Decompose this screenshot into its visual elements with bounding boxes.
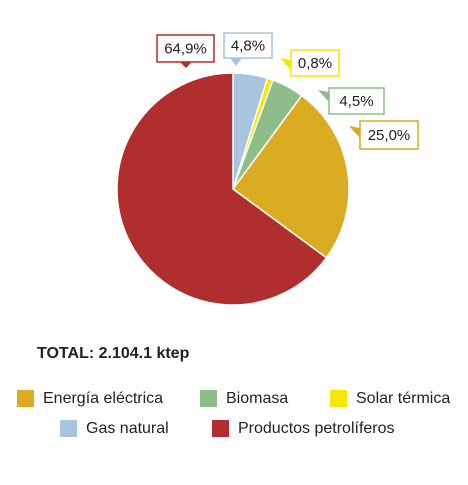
value-label: 25,0% — [368, 127, 411, 144]
pie-slice — [116, 72, 328, 306]
legend-label: Gas natural — [86, 420, 169, 437]
label-box — [156, 34, 215, 63]
label-pointer — [230, 58, 242, 66]
label-pointer — [280, 58, 291, 70]
legend-label: Biomasa — [226, 390, 288, 407]
value-label: 64,9% — [164, 40, 207, 57]
label-pointer — [180, 62, 192, 68]
label-box — [359, 120, 419, 150]
label-pointer — [349, 126, 360, 138]
pie-slice — [231, 94, 350, 259]
label-box — [328, 87, 385, 115]
legend-label: Solar térmica — [356, 390, 450, 407]
value-label: 4,5% — [339, 93, 373, 110]
label-pointer — [318, 90, 329, 102]
value-label: 0,8% — [298, 55, 332, 72]
legend-label: Energía eléctrica — [43, 390, 163, 407]
legend-swatch — [200, 390, 217, 407]
value-label: 4,8% — [231, 37, 265, 54]
chart-title: TOTAL: 2.104.1 ktep — [37, 345, 190, 362]
legend-swatch — [60, 420, 77, 437]
legend-label: Productos petrolíferos — [238, 420, 395, 437]
label-box — [223, 32, 273, 59]
legend-swatch — [330, 390, 347, 407]
legend-swatch — [212, 420, 229, 437]
legend-swatch — [17, 390, 34, 407]
